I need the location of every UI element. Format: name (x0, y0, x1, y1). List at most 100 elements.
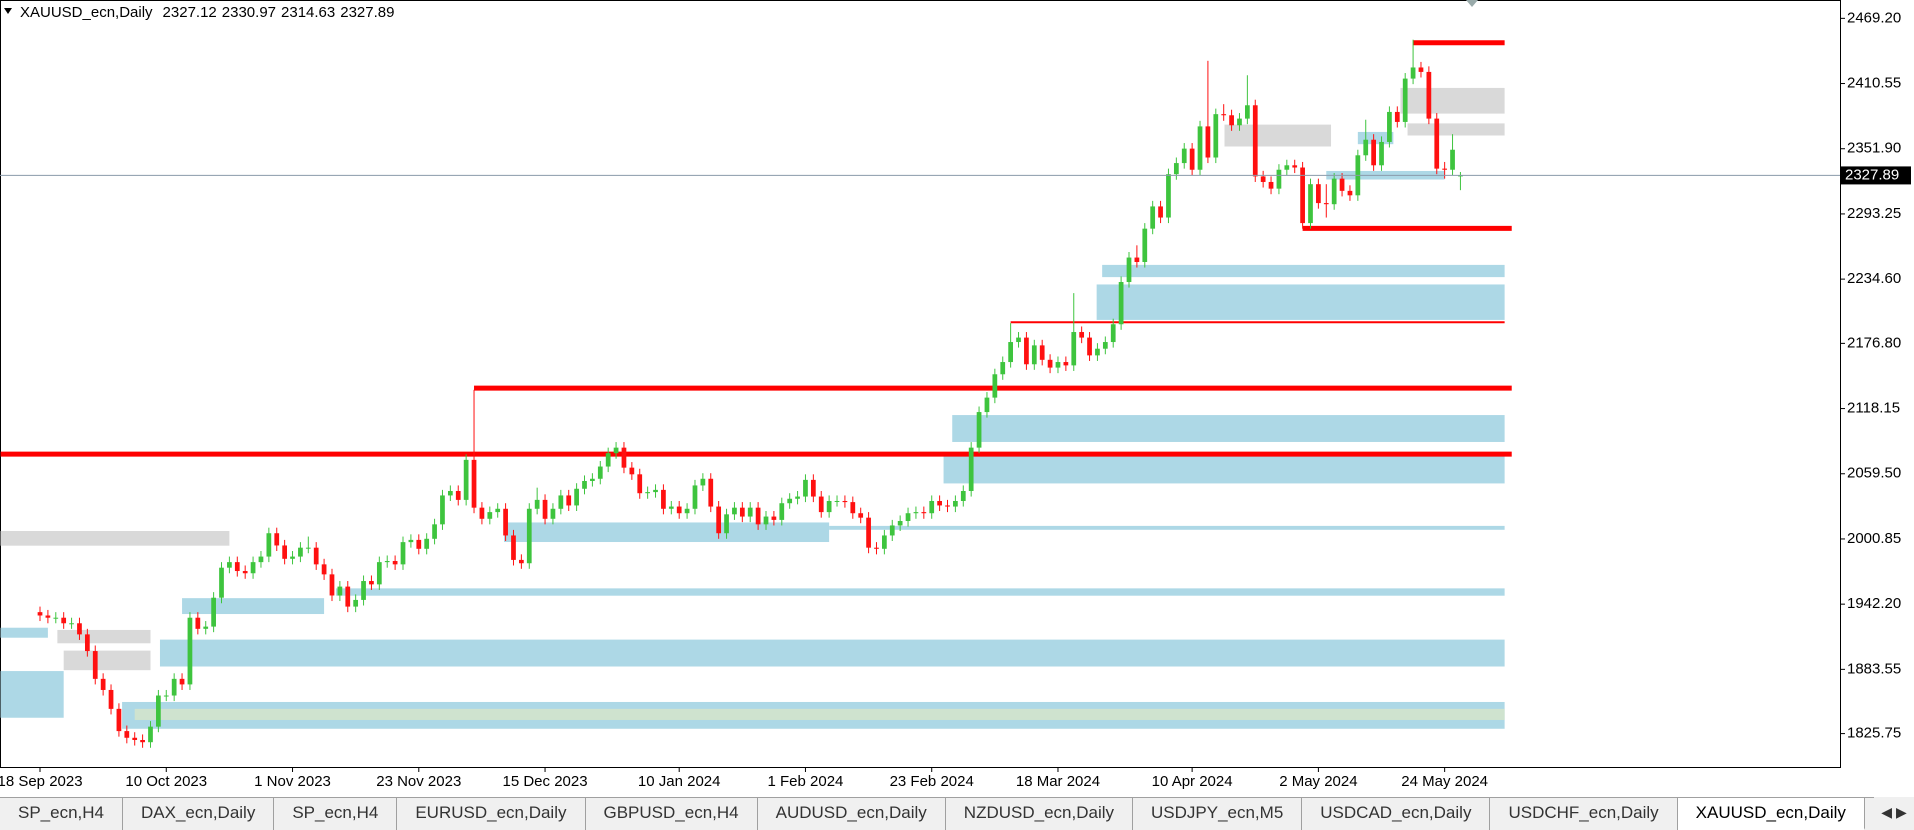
price-label-box (1841, 166, 1911, 185)
y-tick-label: 2469.20 (1847, 9, 1901, 26)
x-tick-label: 23 Feb 2024 (890, 773, 974, 790)
candle-body (1016, 337, 1021, 343)
candle-body (795, 496, 800, 499)
zone (943, 455, 1505, 484)
zone (57, 629, 151, 644)
candle-body (400, 542, 406, 565)
candle-body (1442, 168, 1448, 170)
candle-body (1418, 67, 1424, 72)
zone (504, 522, 830, 543)
candle-body (653, 489, 658, 493)
candle-body (1213, 114, 1219, 158)
zone (1400, 87, 1505, 114)
candle-body (1402, 78, 1408, 122)
candle-body (408, 539, 414, 543)
zone (335, 588, 1505, 596)
candle-body (1087, 337, 1092, 356)
candle-body (416, 539, 422, 549)
zone (63, 650, 151, 671)
candle-body (361, 581, 366, 600)
tab[interactable]: NZDUSD_ecn,Daily (946, 798, 1133, 830)
tab[interactable]: EURUSD_ecn,Daily (397, 798, 586, 830)
candle-body (1079, 332, 1085, 338)
candle-body (37, 612, 43, 616)
tab[interactable]: GBPUSD_ecn,H4 (586, 798, 758, 830)
candle-body (661, 489, 666, 509)
candle-body (858, 513, 864, 518)
candle-body (495, 508, 501, 513)
zone (1102, 264, 1505, 278)
candle-body (211, 597, 216, 627)
symbol: XAUUSD_ecn,Daily (20, 4, 153, 21)
tab[interactable]: XAUUSD_ecn,Daily (1677, 798, 1865, 830)
tab-scroll[interactable]: ◀ ▶ (1874, 797, 1914, 829)
candle-body (692, 485, 698, 509)
y-tick-label: 1942.20 (1847, 595, 1901, 612)
candle-body (187, 617, 193, 685)
candle-body (463, 459, 469, 500)
candle-body (108, 689, 114, 709)
candle-body (605, 453, 611, 467)
candle-body (1363, 139, 1369, 156)
candle-body (447, 490, 453, 496)
tab[interactable]: USDJPY_ecn,M5 (1133, 798, 1303, 830)
menu-triangle[interactable] (4, 8, 12, 14)
candle-body (953, 500, 958, 507)
candle-body (597, 466, 603, 479)
candle-body (455, 490, 461, 500)
candle-body (1118, 282, 1124, 325)
candle-body (732, 507, 737, 515)
candle-body (897, 521, 903, 526)
candle-body (992, 374, 998, 398)
tab[interactable]: SP_ecn,H4 (274, 798, 398, 830)
candle-body (1173, 163, 1179, 175)
tab[interactable]: AUDUSD_ecn,Daily (758, 798, 946, 830)
candle-body (1031, 345, 1037, 365)
candle-body (1102, 342, 1108, 349)
tab[interactable]: DAX_ecn,Daily (123, 798, 275, 830)
y-tick-label: 2293.25 (1847, 205, 1901, 222)
x-tick-label: 15 Dec 2023 (503, 773, 588, 790)
candle-body (298, 547, 303, 557)
candle-body (708, 478, 714, 507)
candle-body (61, 617, 67, 624)
candle-body (1134, 257, 1140, 263)
open: 2327.12 (163, 4, 217, 21)
candle-body (1158, 206, 1163, 218)
candle-body (227, 562, 232, 568)
candle-body (637, 474, 643, 494)
x-tick-label: 1 Nov 2023 (254, 773, 331, 790)
candle-body (132, 737, 138, 740)
candle-body (353, 599, 359, 607)
candle-body (171, 678, 177, 696)
candle-body (1229, 115, 1234, 126)
candle-body (1426, 71, 1432, 119)
zone (182, 598, 325, 615)
tab[interactable]: USDCHF_ecn,Daily (1490, 798, 1678, 830)
candle-body (392, 561, 398, 565)
tab[interactable]: USDCAD_ecn,Daily (1302, 798, 1491, 830)
candle-body (1387, 111, 1392, 142)
candle-body (432, 524, 437, 539)
x-tick-label: 2 May 2024 (1279, 773, 1357, 790)
candle-body (921, 512, 927, 514)
candle-body (1126, 257, 1132, 283)
zone (0, 627, 48, 638)
tab-bar: SP_ecn,H4 DAX_ecn,Daily SP_ecn,H4 EURUSD_ec… (0, 797, 1914, 830)
tab[interactable]: SP_ecn,H4 (0, 798, 123, 830)
candle-body (1339, 178, 1345, 191)
candle-body (503, 508, 508, 536)
candle-body (1308, 184, 1313, 224)
candle-body (1300, 167, 1305, 224)
candle-body (590, 478, 595, 481)
candle-body (384, 561, 390, 563)
candle-body (337, 586, 343, 596)
candle-body (1110, 324, 1116, 343)
candle-body (140, 739, 145, 743)
candle-body (1434, 118, 1440, 169)
candle-body (779, 503, 785, 520)
candle-body (250, 562, 256, 574)
high: 2330.97 (222, 4, 276, 21)
candle-body (1197, 126, 1203, 170)
